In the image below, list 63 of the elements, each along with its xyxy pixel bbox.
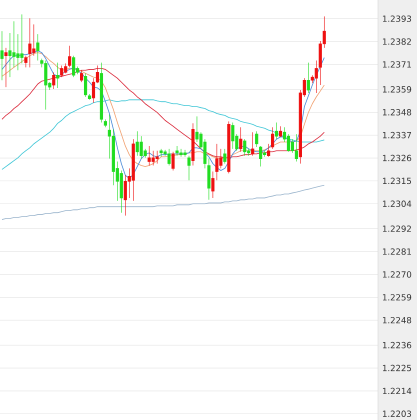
candlestick	[259, 146, 262, 167]
y-tick-label: 1.2203	[382, 410, 412, 417]
candlestick	[56, 62, 60, 88]
candlestick	[64, 63, 68, 74]
candlestick	[60, 65, 64, 78]
y-tick-label: 1.2304	[382, 200, 412, 207]
candlestick	[160, 148, 163, 158]
candlestick	[156, 150, 159, 164]
candlestick	[80, 70, 84, 82]
candlestick	[183, 150, 187, 158]
candlestick	[227, 121, 230, 174]
candlestick	[84, 73, 88, 98]
candlestick	[52, 72, 56, 90]
candlestick	[211, 171, 214, 198]
candlestick	[168, 148, 171, 166]
candlestick	[132, 138, 135, 202]
y-tick-label: 1.2225	[382, 364, 412, 372]
candlestick	[24, 55, 28, 68]
candlestick	[191, 122, 195, 166]
candlestick	[306, 62, 310, 94]
y-tick-label: 1.2259	[382, 294, 412, 301]
candlestick	[152, 150, 155, 166]
candlestick	[267, 144, 270, 158]
candlestick	[294, 134, 298, 162]
candlestick	[223, 148, 226, 164]
candlestick	[314, 60, 318, 94]
candlestick	[68, 45, 72, 68]
y-tick-label: 1.2326	[382, 154, 412, 162]
candlestick	[88, 94, 92, 100]
y-tick-label: 1.2371	[382, 61, 411, 68]
y-tick-label: 1.2281	[382, 248, 411, 255]
y-tick-label: 1.2382	[382, 38, 411, 45]
candlestick	[251, 132, 254, 156]
candlestick	[243, 138, 246, 156]
y-tick-label: 1.2315	[382, 178, 412, 184]
candlestick	[231, 122, 234, 150]
y-tick-label: 1.2236	[382, 342, 412, 348]
candlestick	[175, 146, 179, 156]
candlestick	[215, 144, 218, 181]
candlestick	[36, 34, 40, 61]
y-tick-label: 1.2292	[382, 225, 411, 232]
candlestick	[270, 126, 274, 150]
candlestick	[239, 126, 242, 152]
y-tick-label: 1.2337	[382, 132, 412, 138]
candlestick	[187, 155, 191, 181]
y-tick-label: 1.2270	[382, 271, 412, 278]
candlestick	[278, 126, 282, 138]
y-tick-label: 1.2393	[382, 15, 412, 22]
candlestick	[274, 122, 278, 140]
candlestick	[100, 62, 104, 123]
candlestick	[136, 130, 139, 156]
candlestick	[44, 60, 48, 110]
candlestick	[207, 158, 210, 200]
candlestick	[4, 48, 8, 88]
candlestick	[148, 146, 151, 166]
y-tick-label: 1.2248	[382, 316, 412, 324]
candlestick	[104, 119, 108, 128]
candlestick	[28, 18, 32, 68]
candlestick	[179, 148, 183, 158]
y-tick-label: 1.2359	[382, 86, 412, 93]
y-tick-label: 1.2348	[382, 109, 412, 116]
candlestick	[0, 30, 4, 81]
y-tick-label: 1.2214	[382, 388, 412, 394]
